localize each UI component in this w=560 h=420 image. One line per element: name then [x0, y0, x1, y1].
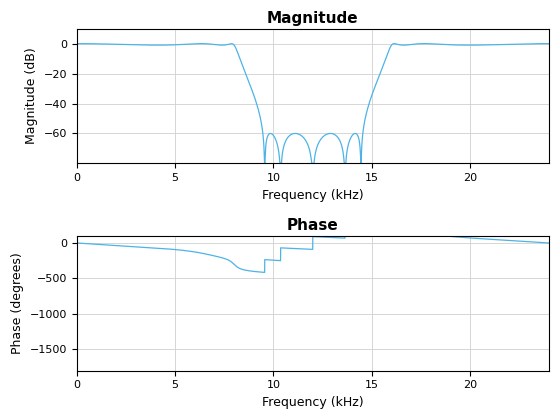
Title: Phase: Phase [287, 218, 339, 234]
Y-axis label: Phase (degrees): Phase (degrees) [11, 252, 24, 354]
Title: Magnitude: Magnitude [267, 11, 358, 26]
X-axis label: Frequency (kHz): Frequency (kHz) [262, 396, 363, 409]
X-axis label: Frequency (kHz): Frequency (kHz) [262, 189, 363, 202]
Y-axis label: Magnitude (dB): Magnitude (dB) [25, 47, 38, 144]
